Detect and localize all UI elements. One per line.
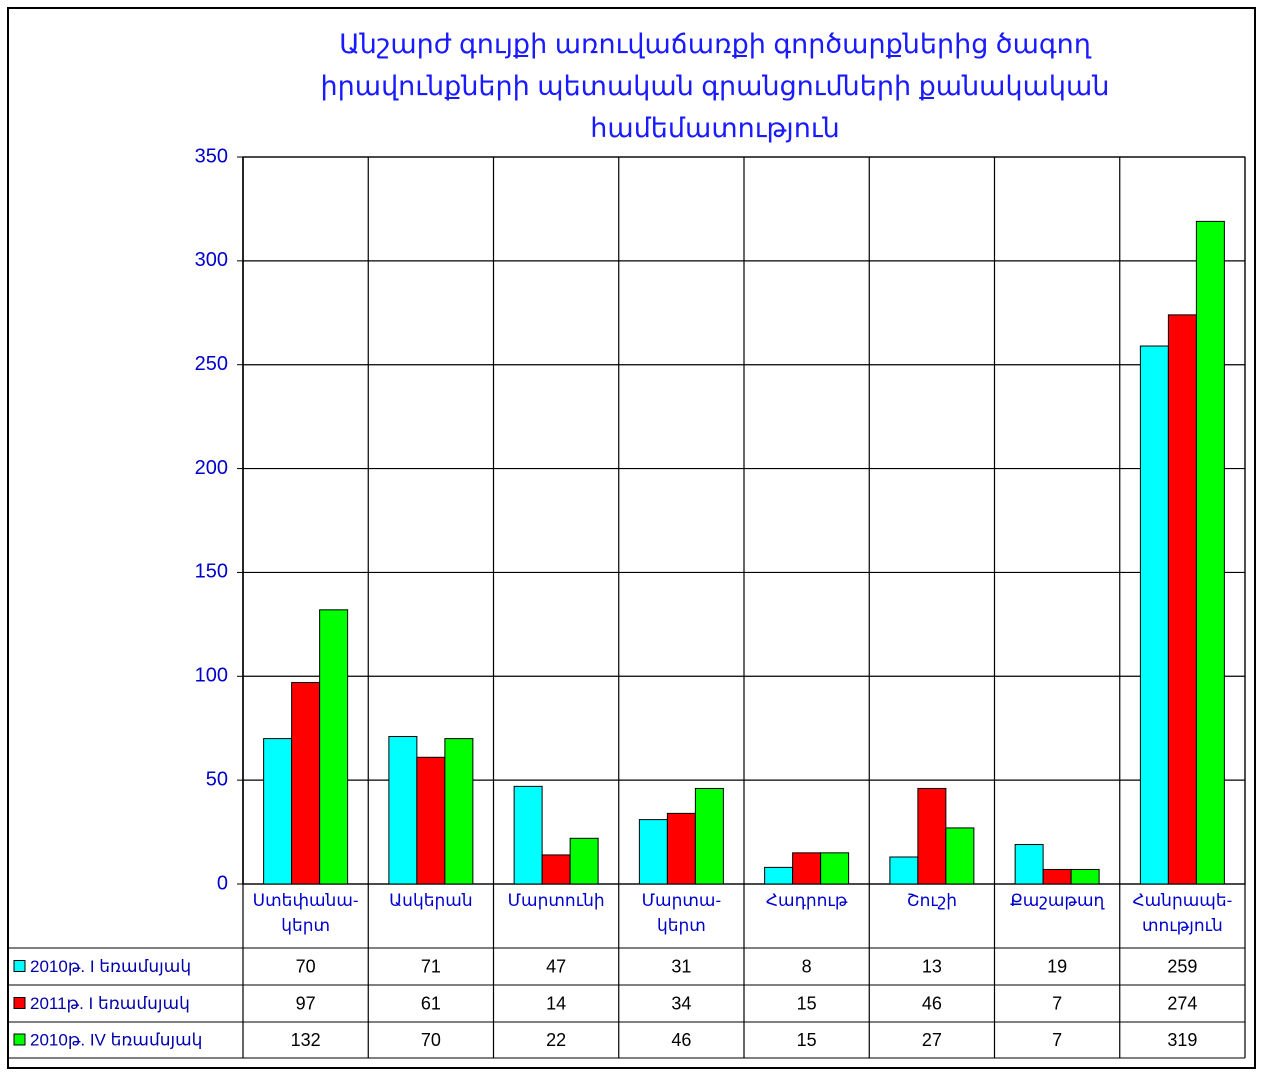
x-tick-label: Ստեփանա- կերտ bbox=[252, 891, 359, 935]
x-tick-label: Հանրապե- տություն bbox=[1132, 891, 1233, 935]
table-value: 34 bbox=[671, 993, 691, 1013]
bar bbox=[388, 736, 418, 885]
bar bbox=[1195, 220, 1225, 885]
bar bbox=[291, 682, 321, 885]
bar bbox=[1070, 868, 1100, 885]
bar bbox=[569, 837, 599, 885]
bar bbox=[764, 866, 794, 885]
bar bbox=[1014, 844, 1044, 885]
table-value: 19 bbox=[1047, 956, 1067, 976]
x-tick-label: Շուշի bbox=[906, 891, 958, 910]
bar bbox=[541, 854, 571, 885]
bar bbox=[694, 787, 724, 885]
table-value: 97 bbox=[296, 993, 316, 1013]
legend-swatch bbox=[13, 960, 26, 972]
table-value: 70 bbox=[421, 1030, 441, 1050]
bar bbox=[666, 812, 696, 885]
table-value: 8 bbox=[802, 956, 812, 976]
bar bbox=[416, 756, 446, 885]
legend-label: 2010թ. I եռամսյակ bbox=[30, 957, 191, 976]
y-tick-label: 300 bbox=[195, 249, 228, 271]
table-value: 14 bbox=[546, 993, 566, 1013]
table-value: 71 bbox=[421, 956, 441, 976]
bar bbox=[1042, 868, 1072, 885]
bar bbox=[792, 852, 822, 885]
chart-title: Անշարժ գույքի առուվաճառքի գործարքներից ծ… bbox=[339, 29, 1092, 59]
bar bbox=[513, 785, 543, 885]
y-tick-label: 200 bbox=[195, 457, 228, 479]
x-tick-label: Քաշաթաղ bbox=[1009, 891, 1105, 910]
table-value: 259 bbox=[1167, 956, 1197, 976]
y-tick-label: 50 bbox=[206, 768, 228, 790]
table-value: 7 bbox=[1052, 993, 1062, 1013]
table-value: 47 bbox=[546, 956, 566, 976]
chart-title: իրավունքների պետական գրանցումների քանակա… bbox=[321, 71, 1110, 101]
table-value: 27 bbox=[922, 1030, 942, 1050]
table-value: 22 bbox=[546, 1030, 566, 1050]
chart-title: համեմատություն bbox=[590, 113, 839, 143]
x-tick-label: Մարտա- կերտ bbox=[641, 891, 722, 935]
bar bbox=[889, 856, 919, 885]
bar bbox=[820, 852, 850, 885]
bar bbox=[917, 787, 947, 885]
bar bbox=[638, 819, 668, 885]
legend-label: 2011թ. I եռամսյակ bbox=[30, 994, 190, 1013]
bar bbox=[1167, 314, 1197, 885]
table-value: 15 bbox=[797, 1030, 817, 1050]
x-tick-label: Մարտունի bbox=[507, 891, 605, 910]
bar bbox=[319, 609, 349, 885]
legend-swatch bbox=[13, 997, 26, 1009]
table-value: 46 bbox=[922, 993, 942, 1013]
table-value: 13 bbox=[922, 956, 942, 976]
table-value: 61 bbox=[421, 993, 441, 1013]
table-value: 274 bbox=[1167, 993, 1197, 1013]
y-tick-label: 250 bbox=[195, 353, 228, 375]
table-value: 319 bbox=[1167, 1030, 1197, 1050]
y-tick-label: 100 bbox=[195, 665, 228, 687]
legend-swatch bbox=[13, 1033, 26, 1046]
y-tick-label: 0 bbox=[217, 872, 228, 894]
table-value: 46 bbox=[671, 1030, 691, 1050]
bar bbox=[444, 738, 474, 885]
table-value: 7 bbox=[1052, 1030, 1062, 1050]
table-value: 132 bbox=[291, 1030, 321, 1050]
x-tick-label: Ասկերան bbox=[389, 891, 473, 910]
y-tick-label: 350 bbox=[195, 145, 228, 167]
table-value: 15 bbox=[797, 993, 817, 1013]
table-value: 70 bbox=[296, 956, 316, 976]
frame bbox=[7, 7, 1256, 1069]
y-tick-label: 150 bbox=[195, 561, 228, 583]
bar bbox=[1139, 345, 1169, 885]
table-value: 31 bbox=[671, 956, 691, 976]
x-tick-label: Հադրութ bbox=[765, 891, 848, 910]
bar bbox=[945, 827, 975, 885]
bar bbox=[263, 738, 293, 885]
legend-label: 2010թ. IV եռամսյակ bbox=[30, 1030, 202, 1049]
